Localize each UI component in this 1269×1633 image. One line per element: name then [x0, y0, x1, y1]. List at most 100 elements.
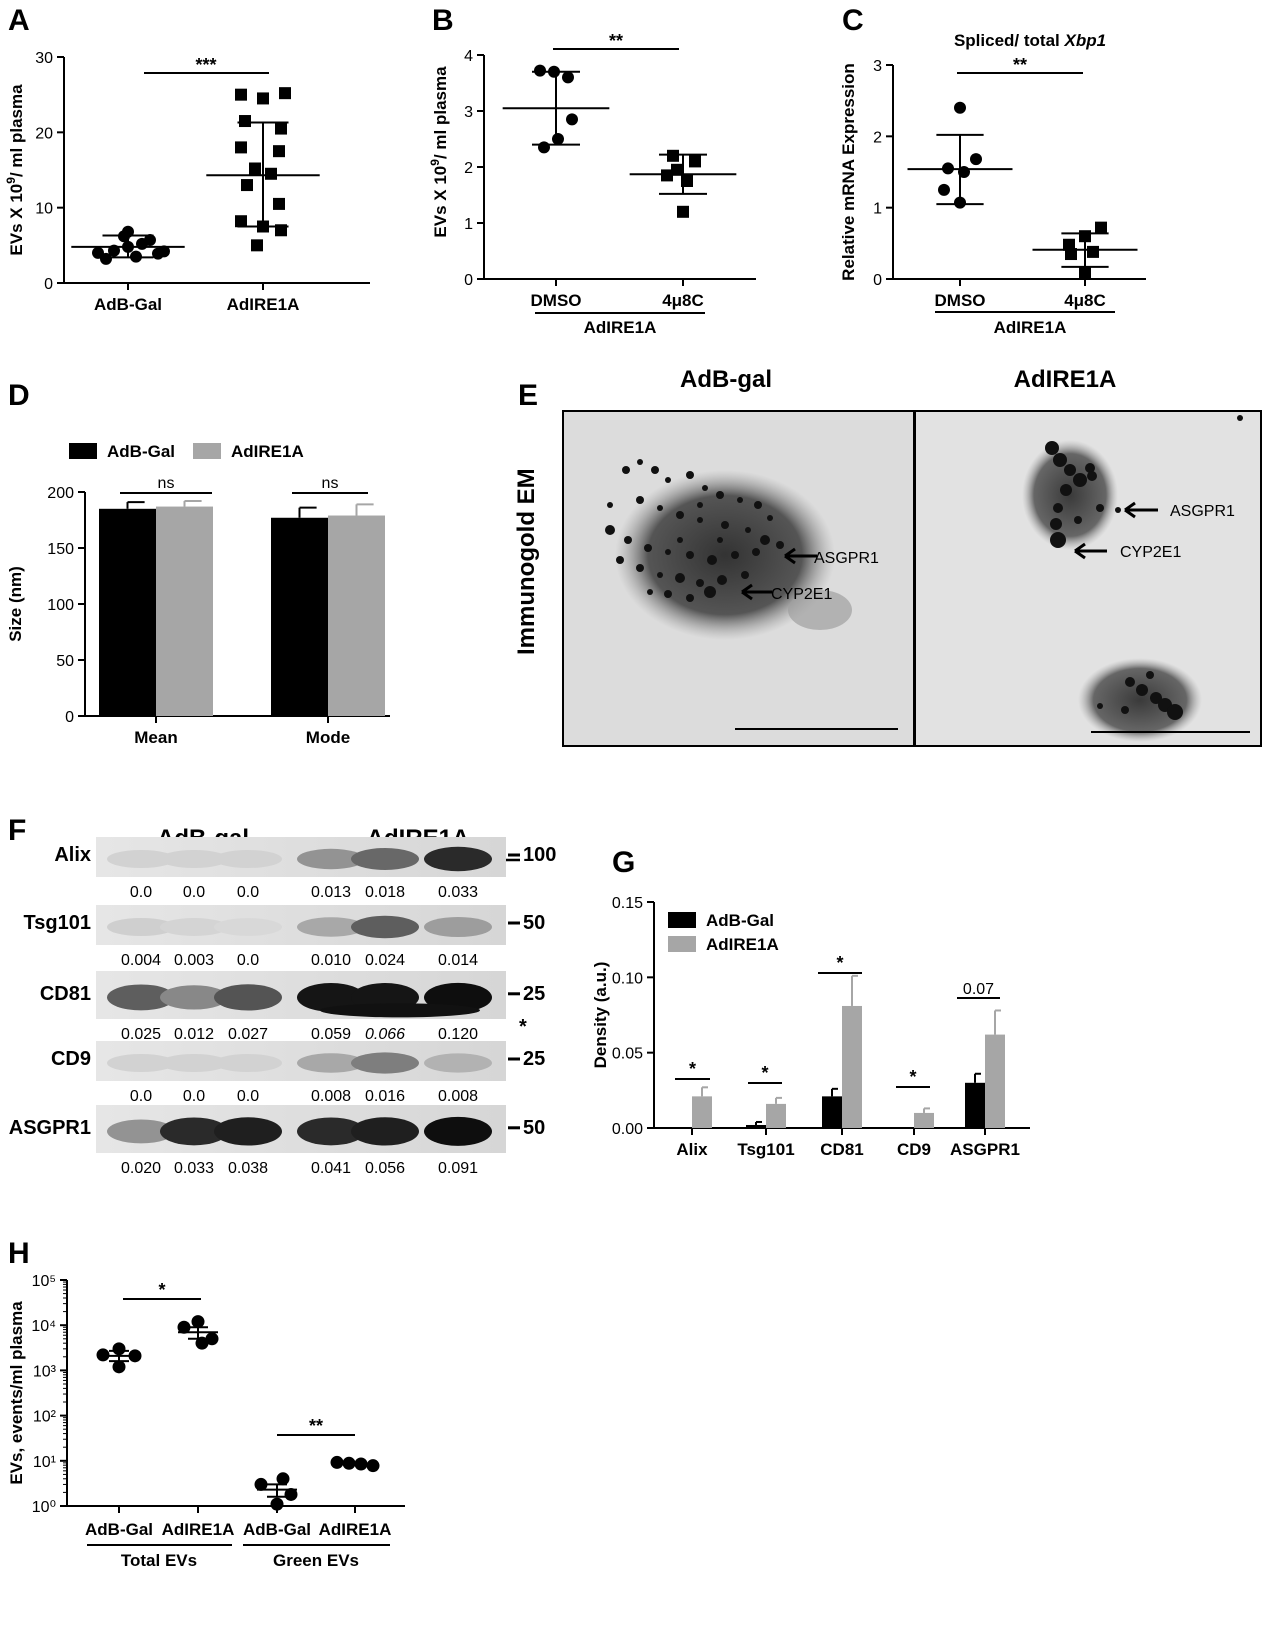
gold-particle: [1053, 503, 1063, 513]
x-tick-label: DMSO: [531, 291, 582, 310]
x-tick-label: 4μ8C: [1064, 291, 1106, 310]
quant-value: 0.033: [438, 884, 478, 901]
gold-particle: [1050, 518, 1062, 530]
gold-particle: [665, 477, 671, 483]
panel-label-c: C: [842, 4, 864, 37]
panel-h-log-scatter: 10⁰ 10¹ 10² 10³ 10⁴ 10⁵ EVs, events/ml plasma A…: [7, 1273, 405, 1570]
em-left-arrow-cyp2e1: CYP2E1: [741, 583, 832, 603]
x-tick-label: ASGPR1: [950, 1140, 1020, 1159]
blot-band: [107, 1119, 175, 1144]
significance-label: **: [609, 31, 623, 51]
gold-particle: [1125, 677, 1135, 687]
gold-particle: [1085, 463, 1095, 473]
mw-marker: 50: [523, 912, 545, 934]
data-point: [158, 245, 170, 258]
gold-particle: [677, 537, 683, 543]
gold-particle: [1073, 473, 1087, 487]
gold-particle: [1096, 504, 1104, 512]
gold-particle: [1121, 706, 1129, 714]
panel-label-a: A: [8, 4, 30, 37]
gold-particle: [731, 551, 739, 559]
data-point: [112, 1360, 126, 1374]
gold-particle: [686, 551, 694, 559]
blot-row-tsg101: Tsg101 50 0.004 0.003 0.0 0.010 0.024 0.014: [24, 905, 545, 969]
data-point: [677, 205, 689, 218]
legend-label: AdIRE1A: [706, 935, 779, 954]
significance-label: ***: [195, 55, 216, 75]
blot-band: [160, 1054, 228, 1072]
y-tick-label: 1: [873, 201, 882, 218]
gold-particle: [675, 573, 685, 583]
blot-band: [107, 984, 175, 1011]
y-tick-label: 0: [65, 709, 74, 726]
bar: [965, 1082, 985, 1128]
bar: [156, 506, 213, 716]
gold-particle: [717, 575, 727, 585]
group-label: Total EVs: [121, 1551, 197, 1570]
blot-row-label: Tsg101: [24, 912, 91, 934]
quant-value: 0.120: [438, 1026, 478, 1043]
quant-value: 0.018: [365, 884, 405, 901]
gold-particle: [651, 466, 659, 474]
y-tick-label: 1: [464, 216, 473, 233]
blot-band: [160, 850, 228, 868]
legend-swatch: [193, 443, 221, 459]
x-tick-label: Mode: [306, 728, 350, 747]
blot-band: [424, 1116, 492, 1146]
data-point: [1079, 267, 1091, 280]
panel-label-b: B: [432, 4, 454, 37]
blot-row-label: ASGPR1: [9, 1117, 91, 1139]
panel-e-em-images: Immunogold EM AdB-gal AdIRE1A ASGPR1 CYP…: [513, 366, 1262, 747]
data-point: [254, 1477, 268, 1491]
blot-row-cd9: CD9 25 0.0 0.0 0.0 0.008 0.016 0.008: [51, 1041, 545, 1105]
blot-band: [351, 915, 419, 939]
blot-row-cd81: CD81 25 * 0.025 0.012 0.027 0.059 0.066 0.120: [40, 971, 545, 1043]
y-tick-label: 20: [35, 125, 53, 142]
gold-particle: [647, 589, 653, 595]
gold-particle: [607, 502, 613, 508]
data-point: [251, 239, 263, 252]
quant-value: 0.059: [311, 1026, 351, 1043]
gold-particle: [1167, 704, 1183, 720]
y-tick-label: 0.10: [612, 970, 643, 987]
data-point: [284, 1487, 298, 1501]
data-point: [689, 155, 701, 168]
quant-value: 0.038: [228, 1160, 268, 1177]
data-point: [1063, 238, 1075, 251]
x-tick-label: Mean: [134, 728, 177, 747]
panel-f-western-blot: AdB-gal AdIRE1A Alix1000.00.00.00.0130.0…: [9, 825, 557, 1177]
gold-particle: [1136, 684, 1148, 696]
x-tick-label: CD9: [897, 1140, 931, 1159]
data-point: [100, 252, 112, 265]
y-axis-label: EVs X 109/ ml plasma: [428, 66, 450, 238]
data-point: [667, 149, 679, 162]
quant-value: 0.012: [174, 1026, 214, 1043]
gold-particle: [644, 544, 652, 552]
y-tick-label: 10⁵: [32, 1273, 56, 1290]
x-tick-label: AdIRE1A: [162, 1520, 235, 1539]
data-point: [1087, 245, 1099, 258]
em-left-title: AdB-gal: [680, 366, 772, 393]
y-tick-label: 2: [873, 129, 882, 146]
y-tick-label: 4: [464, 48, 473, 65]
significance-label: *: [158, 1280, 165, 1300]
blot-band-lower: [320, 1003, 480, 1018]
quant-value: 0.066: [365, 1026, 405, 1043]
blot-band: [107, 917, 175, 937]
significance-label: *: [909, 1067, 916, 1087]
gold-particle: [1115, 507, 1121, 513]
gold-particle: [697, 502, 703, 508]
blot-row-alix: Alix 100 0.0 0.0 0.0 0.013 0.018 0.033: [54, 837, 556, 901]
panel-label-h: H: [8, 1237, 30, 1270]
gold-particle: [754, 501, 762, 509]
em-left-label-cyp2e1: CYP2E1: [771, 586, 832, 603]
mw-marker: 25: [523, 1048, 545, 1070]
blot-band: [297, 848, 365, 870]
blot-band: [297, 983, 365, 1012]
gold-particle: [737, 497, 743, 503]
gold-particle: [686, 594, 694, 602]
data-point: [671, 163, 683, 176]
y-tick-label: 0: [873, 272, 882, 289]
blot-band: [160, 985, 228, 1010]
